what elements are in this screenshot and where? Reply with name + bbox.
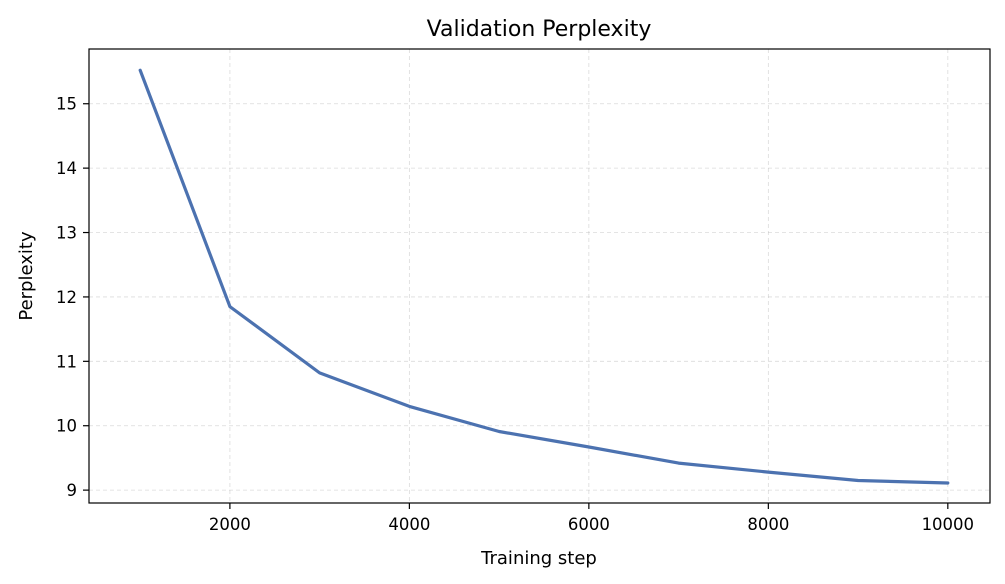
grid [89,49,990,503]
plot-frame [88,48,991,504]
series-line [138,68,950,485]
y-tick-label: 12 [56,288,77,307]
x-tick-label: 6000 [568,515,610,534]
x-tick-label: 10000 [922,515,975,534]
y-axis: 9 10 11 12 13 14 15 [56,95,89,500]
y-tick-label: 11 [56,352,77,371]
y-tick-label: 15 [56,95,77,114]
chart-title: Validation Perplexity [427,17,652,42]
x-axis: 2000 4000 6000 8000 10000 [209,503,974,534]
series-layer [138,68,950,485]
x-tick-label: 2000 [209,515,251,534]
y-tick-label: 13 [56,224,77,243]
y-tick-label: 9 [67,481,78,500]
x-axis-label: Training step [480,548,597,569]
x-tick-label: 8000 [747,515,789,534]
y-axis-label: Perplexity [16,231,37,321]
x-tick-label: 4000 [388,515,430,534]
y-tick-label: 14 [56,159,77,178]
y-tick-label: 10 [56,417,77,436]
